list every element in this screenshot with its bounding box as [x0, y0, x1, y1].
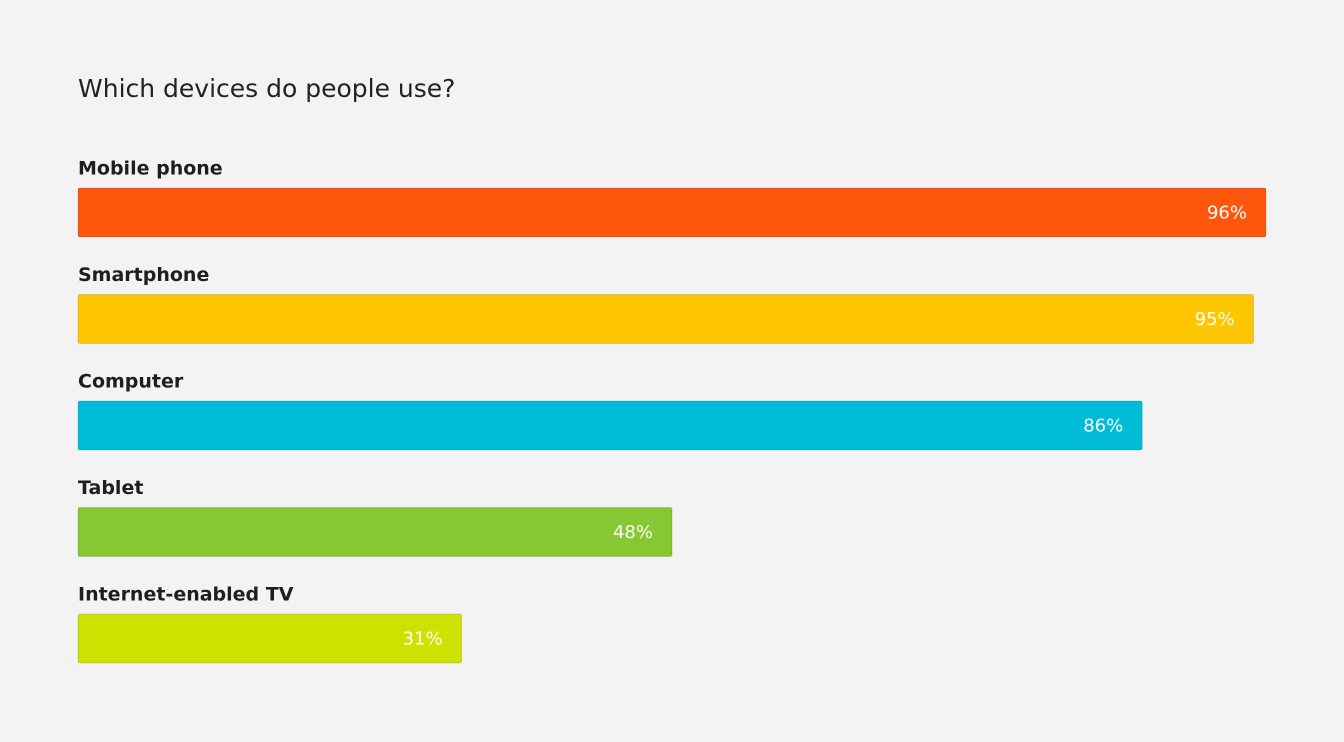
chart-title: Which devices do people use? — [78, 74, 455, 103]
bar — [77, 613, 463, 664]
value-label: 31% — [403, 629, 443, 650]
bar — [77, 400, 1143, 451]
bar — [77, 187, 1267, 238]
value-label: 48% — [613, 522, 653, 543]
category-label: Internet-enabled TV — [78, 584, 294, 606]
bar — [77, 507, 673, 557]
category-label: Smartphone — [78, 264, 209, 286]
value-label: 96% — [1207, 203, 1247, 224]
bar — [77, 294, 1255, 344]
category-label: Tablet — [78, 477, 143, 499]
category-label: Mobile phone — [78, 158, 223, 180]
value-label: 86% — [1083, 416, 1123, 437]
category-label: Computer — [78, 371, 184, 393]
value-label: 95% — [1195, 309, 1235, 330]
